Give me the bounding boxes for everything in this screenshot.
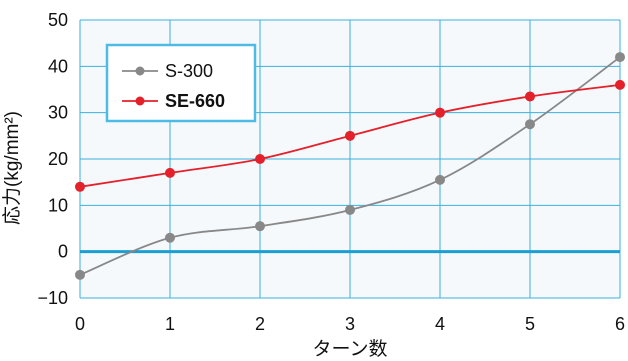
y-tick-label: 30 <box>48 103 68 123</box>
data-point-se-660 <box>615 79 625 90</box>
x-axis-label: ターン数 <box>312 338 387 360</box>
x-tick-label: 6 <box>615 314 625 334</box>
x-tick-label: 2 <box>255 314 265 334</box>
data-point-s-300 <box>345 204 355 215</box>
x-tick-label: 3 <box>345 314 355 334</box>
data-point-s-300 <box>255 221 265 232</box>
x-tick-labels: 0 1 2 3 4 5 6 <box>75 314 625 334</box>
data-point-s-300 <box>435 174 445 185</box>
data-point-se-660 <box>165 167 175 178</box>
data-point-se-660 <box>525 91 535 102</box>
x-tick-label: 4 <box>435 314 445 334</box>
legend-marker-se-660 <box>135 96 145 106</box>
x-tick-label: 0 <box>75 314 85 334</box>
y-tick-label: 0 <box>58 242 68 262</box>
y-tick-label: 20 <box>48 149 68 169</box>
data-point-s-300 <box>615 52 625 63</box>
y-axis-label: 応力(kg/mm²) <box>1 111 23 225</box>
y-tick-label: 40 <box>48 56 68 76</box>
y-tick-label: 10 <box>48 195 68 215</box>
series-layer <box>75 52 625 280</box>
legend-label-se-660: SE-660 <box>165 91 225 111</box>
legend: S-300 SE-660 <box>105 43 257 123</box>
legend-label-s-300: S-300 <box>165 61 213 81</box>
legend-marker-s-300 <box>135 66 145 76</box>
data-point-s-300 <box>525 119 535 130</box>
data-point-s-300 <box>75 269 85 280</box>
y-tick-labels: 50 40 30 20 10 0 −10 <box>37 10 68 308</box>
data-point-se-660 <box>435 107 445 118</box>
x-tick-label: 5 <box>525 314 535 334</box>
legend-box <box>105 43 257 123</box>
data-point-se-660 <box>75 181 85 192</box>
x-tick-label: 1 <box>165 314 175 334</box>
data-point-s-300 <box>165 232 175 243</box>
data-point-se-660 <box>345 130 355 141</box>
data-point-se-660 <box>255 154 265 164</box>
y-tick-label: −10 <box>37 288 68 308</box>
y-tick-label: 50 <box>48 10 68 30</box>
